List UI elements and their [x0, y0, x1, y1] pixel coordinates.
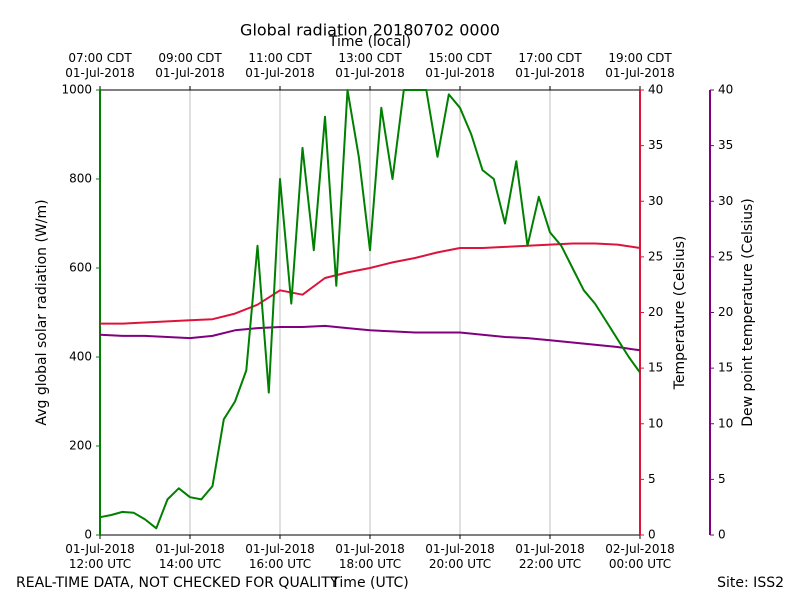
y-tick-label: 1000 [61, 83, 92, 97]
series-line [99, 89, 641, 530]
x-tick-label: 01-Jul-2018 22:00 UTC [515, 542, 585, 571]
y-tick-label: 600 [69, 261, 92, 275]
y3-tick-label: 10 [718, 416, 733, 430]
chart-title: Global radiation 20180702 0000 [240, 21, 500, 40]
x-tick-label: 01-Jul-2018 20:00 UTC [425, 542, 495, 571]
y-tick-label: 400 [69, 350, 92, 364]
y2-tick-label: 30 [648, 194, 663, 208]
x2-tick-label: 11:00 CDT 01-Jul-2018 [245, 51, 315, 80]
y3-axis-title: Dew point temperature (Celsius) [740, 198, 756, 426]
site-label: Site: ISS2 [717, 575, 784, 591]
x2-axis-title: Time (local) [328, 34, 411, 50]
x2-tick-label: 19:00 CDT 01-Jul-2018 [605, 51, 675, 80]
y3-tick-label: 20 [718, 305, 733, 319]
x2-tick-label: 07:00 CDT 01-Jul-2018 [65, 51, 135, 80]
x-axis-title: Time (UTC) [330, 575, 408, 591]
y3-tick-label: 15 [718, 361, 733, 375]
y-axis-title: Avg global solar radiation (W/m) [34, 199, 50, 425]
y2-tick-label: 25 [648, 249, 663, 263]
x2-tick-label: 13:00 CDT 01-Jul-2018 [335, 51, 405, 80]
y-tick-label: 200 [69, 439, 92, 453]
x-tick-label: 01-Jul-2018 12:00 UTC [65, 542, 135, 571]
y2-tick-label: 20 [648, 305, 663, 319]
x2-tick-label: 15:00 CDT 01-Jul-2018 [425, 51, 495, 80]
footer-note: REAL-TIME DATA, NOT CHECKED FOR QUALITY [16, 575, 339, 591]
y3-tick-label: 30 [718, 194, 733, 208]
series-line [99, 324, 641, 352]
series-line [100, 242, 641, 325]
y2-tick-label: 5 [648, 472, 656, 486]
y3-tick-label: 35 [718, 138, 733, 152]
y3-tick-label: 0 [718, 528, 726, 542]
y-tick-label: 800 [69, 172, 92, 186]
y2-tick-label: 35 [648, 138, 663, 152]
y2-tick-label: 0 [648, 528, 656, 542]
y2-tick-label: 10 [648, 416, 663, 430]
y2-axis-title: Temperature (Celsius) [672, 236, 688, 391]
x-tick-label: 01-Jul-2018 14:00 UTC [155, 542, 225, 571]
x2-tick-label: 09:00 CDT 01-Jul-2018 [155, 51, 225, 80]
y2-tick-label: 15 [648, 361, 663, 375]
y2-tick-label: 40 [648, 83, 663, 97]
y3-tick-label: 40 [718, 83, 733, 97]
x-tick-label: 01-Jul-2018 18:00 UTC [335, 542, 405, 571]
x-tick-label: 01-Jul-2018 16:00 UTC [245, 542, 315, 571]
y-tick-label: 0 [84, 528, 92, 542]
x-tick-label: 02-Jul-2018 00:00 UTC [605, 542, 675, 571]
y3-tick-label: 25 [718, 249, 733, 263]
y3-tick-label: 5 [718, 472, 726, 486]
x2-tick-label: 17:00 CDT 01-Jul-2018 [515, 51, 585, 80]
